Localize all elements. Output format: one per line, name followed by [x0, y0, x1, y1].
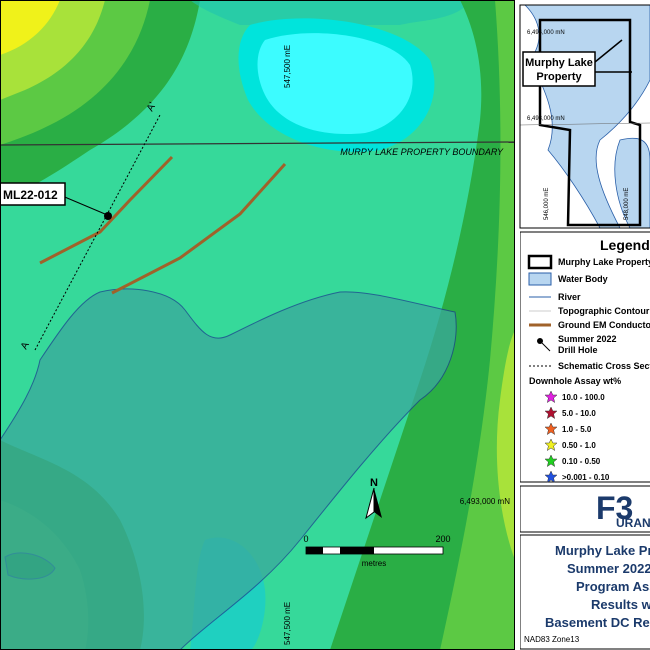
- inset-northing-top: 6,494,000 mN: [527, 30, 565, 36]
- easting-top-label: 547,500 mE: [283, 45, 292, 88]
- legend-item: Drill Hole: [558, 345, 598, 355]
- assay-range: 0.50 - 1.0: [562, 441, 596, 450]
- inset-frame: [519, 4, 650, 229]
- title-line: Murphy Lake Property: [555, 543, 650, 558]
- title-line: Program Assay: [576, 579, 650, 594]
- inset-easting-left: 546,000 mE: [544, 188, 550, 220]
- datum-label: NAD83 Zone13: [524, 635, 580, 644]
- easting-bottom-label: 547,500 mE: [283, 602, 292, 645]
- legend-item: Water Body: [558, 274, 608, 284]
- north-label: N: [370, 477, 378, 489]
- title-line: Results with: [591, 597, 650, 612]
- assay-range: 0.10 - 0.50: [562, 457, 601, 466]
- title-line: Basement DC Resistivity: [545, 615, 650, 630]
- boundary-label: MURPY LAKE PROPERTY BOUNDARY: [340, 147, 504, 157]
- title-line: Summer 2022 Drill: [567, 561, 650, 576]
- main-map: ML22-012 A A' MURPY LAKE PROPERTY BOUNDA…: [0, 0, 515, 650]
- inset-map: 6,494,000 mN 6,493,000 mN 546,000 mE 548…: [520, 5, 650, 228]
- legend: Legend Murphy Lake Property Water Body R…: [520, 231, 650, 650]
- legend-item: River: [558, 292, 581, 302]
- legend-item: Schematic Cross Section: [558, 361, 650, 371]
- scale-start: 0: [303, 534, 308, 544]
- scale-end: 200: [435, 534, 450, 544]
- assay-range: 1.0 - 5.0: [562, 425, 592, 434]
- inset-easting-right: 548,000 mE: [624, 188, 630, 220]
- drill-hole-label: ML22-012: [3, 188, 58, 202]
- northing-label: 6,493,000 mN: [460, 497, 510, 506]
- assay-range: 10.0 - 100.0: [562, 393, 605, 402]
- inset-northing-mid: 6,493,000 mN: [527, 116, 565, 122]
- legend-title: Legend: [600, 237, 650, 253]
- inset-property-label: Murphy Lake: [525, 57, 593, 69]
- section-start-label: A: [19, 340, 32, 351]
- legend-item: Summer 2022: [558, 334, 617, 344]
- inset-property-label: Property: [536, 71, 582, 83]
- logo-name: URANIUM: [616, 516, 650, 530]
- assay-title: Downhole Assay wt%: [529, 376, 621, 386]
- assay-range: 5.0 - 10.0: [562, 409, 596, 418]
- assay-range: >0.001 - 0.10: [562, 473, 610, 482]
- legend-item: Topographic Contour: [558, 306, 650, 316]
- legend-item: Murphy Lake Property: [558, 257, 650, 267]
- logo-mark: F3: [596, 490, 633, 526]
- legend-item: Ground EM Conductor: [558, 320, 650, 330]
- scale-unit: metres: [362, 559, 386, 568]
